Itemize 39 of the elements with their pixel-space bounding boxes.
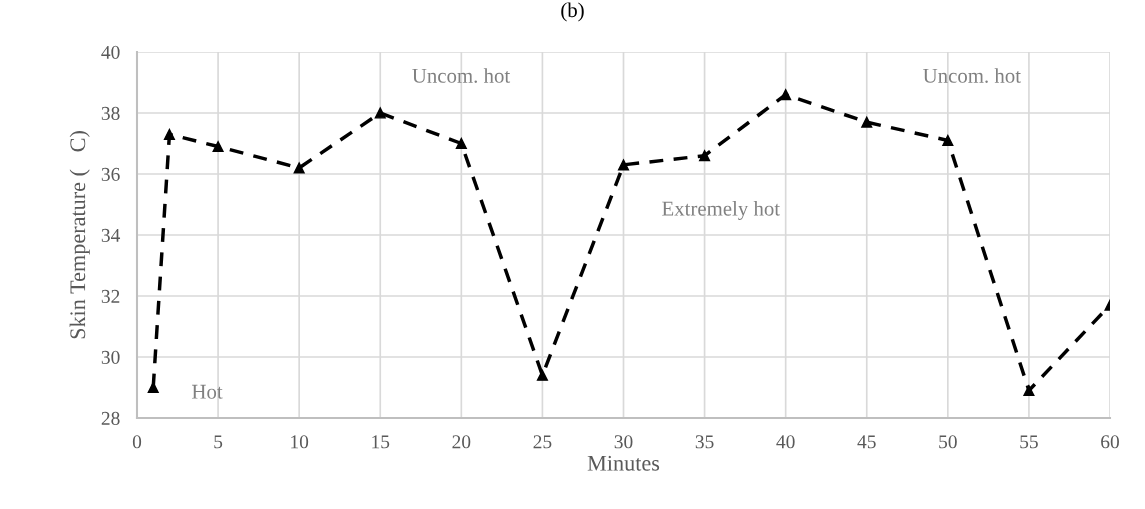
x-tick-label: 30 bbox=[614, 435, 633, 449]
x-tick-label: 60 bbox=[1101, 435, 1119, 449]
chart-title: (b) bbox=[561, 2, 584, 22]
x-tick-label: 45 bbox=[857, 435, 876, 449]
y-axis-title: Skin Temperature ( C) bbox=[69, 131, 90, 339]
y-tick-label: 30 bbox=[101, 350, 120, 364]
y-tick-label: 32 bbox=[101, 289, 120, 303]
y-tick-label: 40 bbox=[101, 45, 120, 59]
point bbox=[293, 162, 305, 174]
point bbox=[699, 150, 711, 162]
annotation: Uncom. hot bbox=[412, 68, 511, 83]
point bbox=[617, 159, 630, 171]
point bbox=[861, 116, 873, 128]
point bbox=[780, 89, 792, 101]
x-tick-label: 0 bbox=[132, 435, 142, 449]
point bbox=[212, 140, 224, 153]
x-tick-label: 15 bbox=[372, 435, 390, 449]
y-tick-label: 34 bbox=[101, 228, 121, 242]
point bbox=[163, 128, 175, 140]
point bbox=[1023, 384, 1035, 397]
x-tick-label: 35 bbox=[695, 435, 714, 449]
point bbox=[536, 369, 548, 381]
point bbox=[942, 134, 954, 147]
y-tick-label: 28 bbox=[101, 411, 120, 425]
x-tick-label: 20 bbox=[452, 435, 471, 449]
y-tick-label: 38 bbox=[101, 106, 120, 120]
annotation: Extremely hot bbox=[662, 201, 780, 220]
point bbox=[374, 107, 386, 119]
point bbox=[455, 137, 467, 150]
annotation: Uncom. hot bbox=[923, 68, 1021, 83]
x-axis-title: Minutes bbox=[587, 455, 660, 471]
x-tick-label: 10 bbox=[291, 435, 309, 449]
x-tick-label: 50 bbox=[939, 435, 957, 449]
x-tick-label: 5 bbox=[214, 435, 223, 449]
annotation: Hot bbox=[192, 384, 223, 399]
x-tick-label: 25 bbox=[533, 435, 552, 449]
x-tick-label: 55 bbox=[1020, 435, 1038, 449]
x-tick-label: 40 bbox=[776, 435, 795, 449]
y-tick-label: 36 bbox=[101, 167, 120, 181]
